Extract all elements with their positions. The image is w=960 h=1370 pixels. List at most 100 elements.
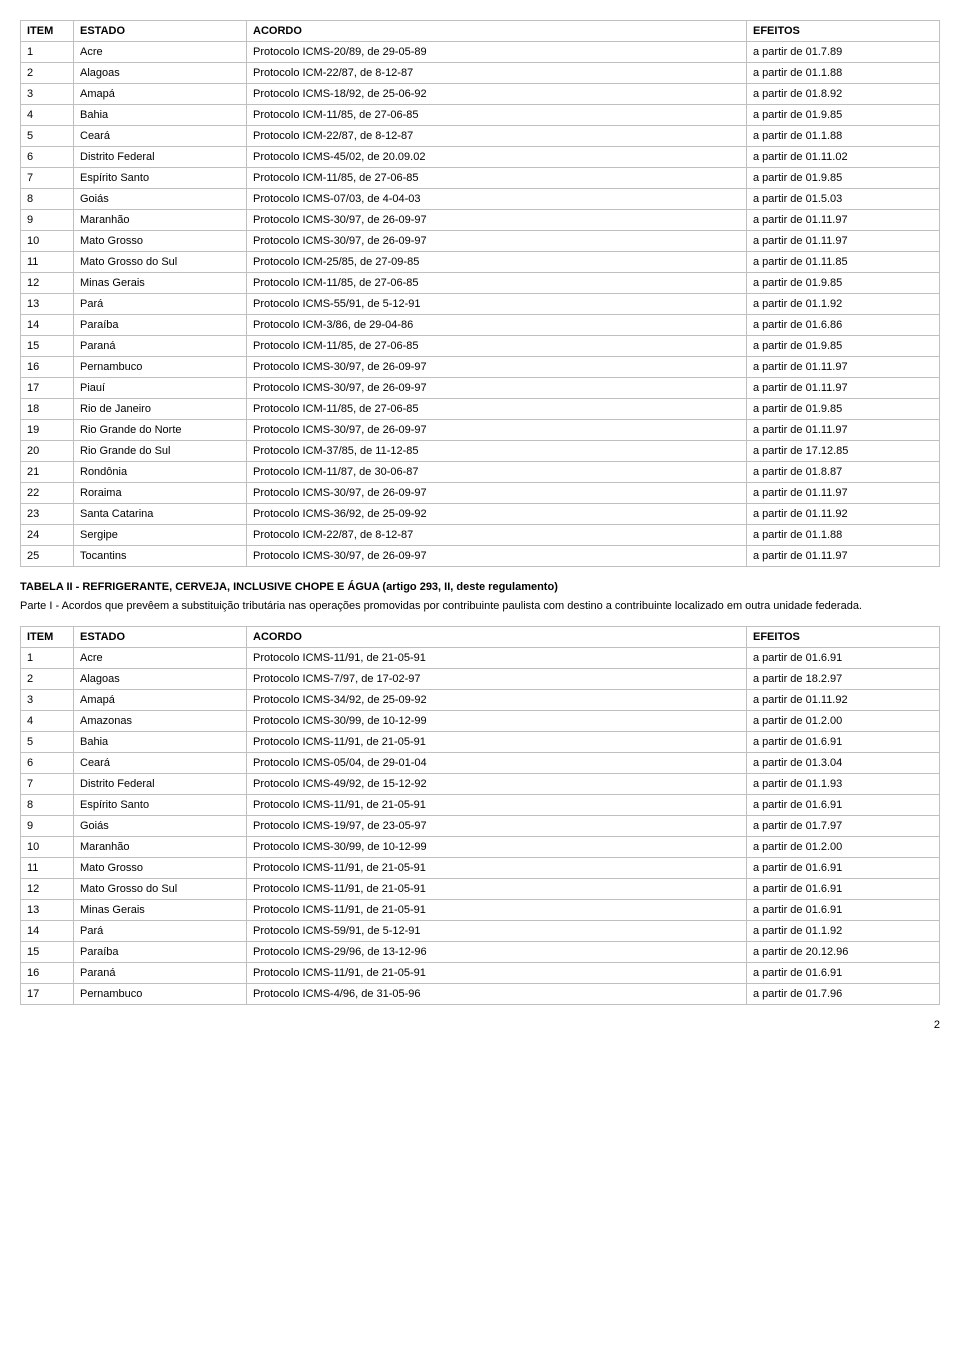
table-cell: a partir de 01.2.00 (747, 711, 940, 732)
table-cell: 11 (21, 858, 74, 879)
table-cell: a partir de 01.6.91 (747, 795, 940, 816)
table-row: 2AlagoasProtocolo ICM-22/87, de 8-12-87a… (21, 63, 940, 84)
table-cell: Amazonas (74, 711, 247, 732)
table-row: 16ParanáProtocolo ICMS-11/91, de 21-05-9… (21, 963, 940, 984)
table-cell: Protocolo ICM-3/86, de 29-04-86 (247, 315, 747, 336)
table-row: 4BahiaProtocolo ICM-11/85, de 27-06-85a … (21, 105, 940, 126)
table-row: 6Distrito FederalProtocolo ICMS-45/02, d… (21, 147, 940, 168)
table-cell: 15 (21, 942, 74, 963)
table-header-row: ITEM ESTADO ACORDO EFEITOS (21, 21, 940, 42)
table-cell: a partir de 17.12.85 (747, 441, 940, 462)
table-cell: a partir de 01.3.04 (747, 753, 940, 774)
table-row: 23Santa CatarinaProtocolo ICMS-36/92, de… (21, 504, 940, 525)
table-row: 11Mato GrossoProtocolo ICMS-11/91, de 21… (21, 858, 940, 879)
table-row: 2AlagoasProtocolo ICMS-7/97, de 17-02-97… (21, 669, 940, 690)
table-cell: Bahia (74, 105, 247, 126)
table-cell: Protocolo ICMS-30/99, de 10-12-99 (247, 711, 747, 732)
table-row: 25TocantinsProtocolo ICMS-30/97, de 26-0… (21, 546, 940, 567)
table-cell: Protocolo ICMS-11/91, de 21-05-91 (247, 732, 747, 753)
table-cell: 2 (21, 63, 74, 84)
table-cell: a partir de 01.11.97 (747, 483, 940, 504)
table-cell: a partir de 01.8.87 (747, 462, 940, 483)
table-cell: Minas Gerais (74, 273, 247, 294)
table-cell: Roraima (74, 483, 247, 504)
table-cell: Protocolo ICMS-11/91, de 21-05-91 (247, 900, 747, 921)
table-2: ITEM ESTADO ACORDO EFEITOS 1AcreProtocol… (20, 626, 940, 1005)
table-cell: 12 (21, 879, 74, 900)
table-cell: Protocolo ICM-37/85, de 11-12-85 (247, 441, 747, 462)
table-row: 17PernambucoProtocolo ICMS-4/96, de 31-0… (21, 984, 940, 1005)
table-cell: Bahia (74, 732, 247, 753)
table-cell: a partir de 01.9.85 (747, 399, 940, 420)
header-efeitos: EFEITOS (747, 21, 940, 42)
table-cell: Espírito Santo (74, 168, 247, 189)
table-cell: Protocolo ICM-11/85, de 27-06-85 (247, 168, 747, 189)
header-efeitos: EFEITOS (747, 627, 940, 648)
table-cell: 20 (21, 441, 74, 462)
table-cell: 7 (21, 774, 74, 795)
table-cell: 4 (21, 711, 74, 732)
table-cell: 12 (21, 273, 74, 294)
table-cell: 23 (21, 504, 74, 525)
table-cell: 19 (21, 420, 74, 441)
table-row: 13ParáProtocolo ICMS-55/91, de 5-12-91a … (21, 294, 940, 315)
table-cell: Alagoas (74, 63, 247, 84)
table-row: 21RondôniaProtocolo ICM-11/87, de 30-06-… (21, 462, 940, 483)
table-cell: Protocolo ICMS-20/89, de 29-05-89 (247, 42, 747, 63)
table-cell: Protocolo ICMS-30/97, de 26-09-97 (247, 210, 747, 231)
table-cell: Protocolo ICMS-4/96, de 31-05-96 (247, 984, 747, 1005)
table-cell: Acre (74, 42, 247, 63)
table-cell: Pará (74, 294, 247, 315)
table-row: 9MaranhãoProtocolo ICMS-30/97, de 26-09-… (21, 210, 940, 231)
table-row: 3AmapáProtocolo ICMS-34/92, de 25-09-92a… (21, 690, 940, 711)
table-cell: Protocolo ICM-11/85, de 27-06-85 (247, 399, 747, 420)
table-cell: Protocolo ICMS-55/91, de 5-12-91 (247, 294, 747, 315)
table-cell: a partir de 01.1.93 (747, 774, 940, 795)
header-item: ITEM (21, 627, 74, 648)
table-cell: 22 (21, 483, 74, 504)
table-row: 20Rio Grande do SulProtocolo ICM-37/85, … (21, 441, 940, 462)
table-cell: Sergipe (74, 525, 247, 546)
tabela-2-desc: Parte I - Acordos que prevêem a substitu… (20, 599, 940, 614)
table-cell: Protocolo ICM-11/85, de 27-06-85 (247, 336, 747, 357)
table-cell: Paraná (74, 963, 247, 984)
page-number: 2 (20, 1019, 940, 1031)
table-cell: Protocolo ICMS-36/92, de 25-09-92 (247, 504, 747, 525)
table-cell: Rondônia (74, 462, 247, 483)
table-cell: 18 (21, 399, 74, 420)
table-row: 6CearáProtocolo ICMS-05/04, de 29-01-04a… (21, 753, 940, 774)
table-row: 22RoraimaProtocolo ICMS-30/97, de 26-09-… (21, 483, 940, 504)
table-cell: 14 (21, 315, 74, 336)
table-cell: a partir de 01.1.88 (747, 63, 940, 84)
table-cell: Protocolo ICM-11/85, de 27-06-85 (247, 273, 747, 294)
table-cell: 10 (21, 231, 74, 252)
table-cell: 4 (21, 105, 74, 126)
table-cell: Acre (74, 648, 247, 669)
table-cell: 7 (21, 168, 74, 189)
header-estado: ESTADO (74, 627, 247, 648)
table-cell: a partir de 01.9.85 (747, 273, 940, 294)
table-cell: Protocolo ICMS-59/91, de 5-12-91 (247, 921, 747, 942)
table-cell: Mato Grosso do Sul (74, 252, 247, 273)
table-row: 12Mato Grosso do SulProtocolo ICMS-11/91… (21, 879, 940, 900)
table-cell: a partir de 01.7.89 (747, 42, 940, 63)
table-cell: Protocolo ICM-22/87, de 8-12-87 (247, 63, 747, 84)
table-cell: 8 (21, 189, 74, 210)
table-cell: a partir de 01.6.91 (747, 648, 940, 669)
table-cell: Paraná (74, 336, 247, 357)
table-cell: 3 (21, 84, 74, 105)
table-cell: Paraíba (74, 942, 247, 963)
table-cell: a partir de 01.11.97 (747, 378, 940, 399)
table-cell: Distrito Federal (74, 147, 247, 168)
table-cell: 1 (21, 648, 74, 669)
table-cell: a partir de 01.9.85 (747, 168, 940, 189)
table-cell: 25 (21, 546, 74, 567)
table-cell: Protocolo ICMS-30/97, de 26-09-97 (247, 357, 747, 378)
table-cell: 5 (21, 732, 74, 753)
table-cell: Pernambuco (74, 357, 247, 378)
table-header-row: ITEM ESTADO ACORDO EFEITOS (21, 627, 940, 648)
table-cell: Protocolo ICMS-34/92, de 25-09-92 (247, 690, 747, 711)
table-row: 15ParanáProtocolo ICM-11/85, de 27-06-85… (21, 336, 940, 357)
table-cell: Mato Grosso (74, 231, 247, 252)
table-cell: 14 (21, 921, 74, 942)
